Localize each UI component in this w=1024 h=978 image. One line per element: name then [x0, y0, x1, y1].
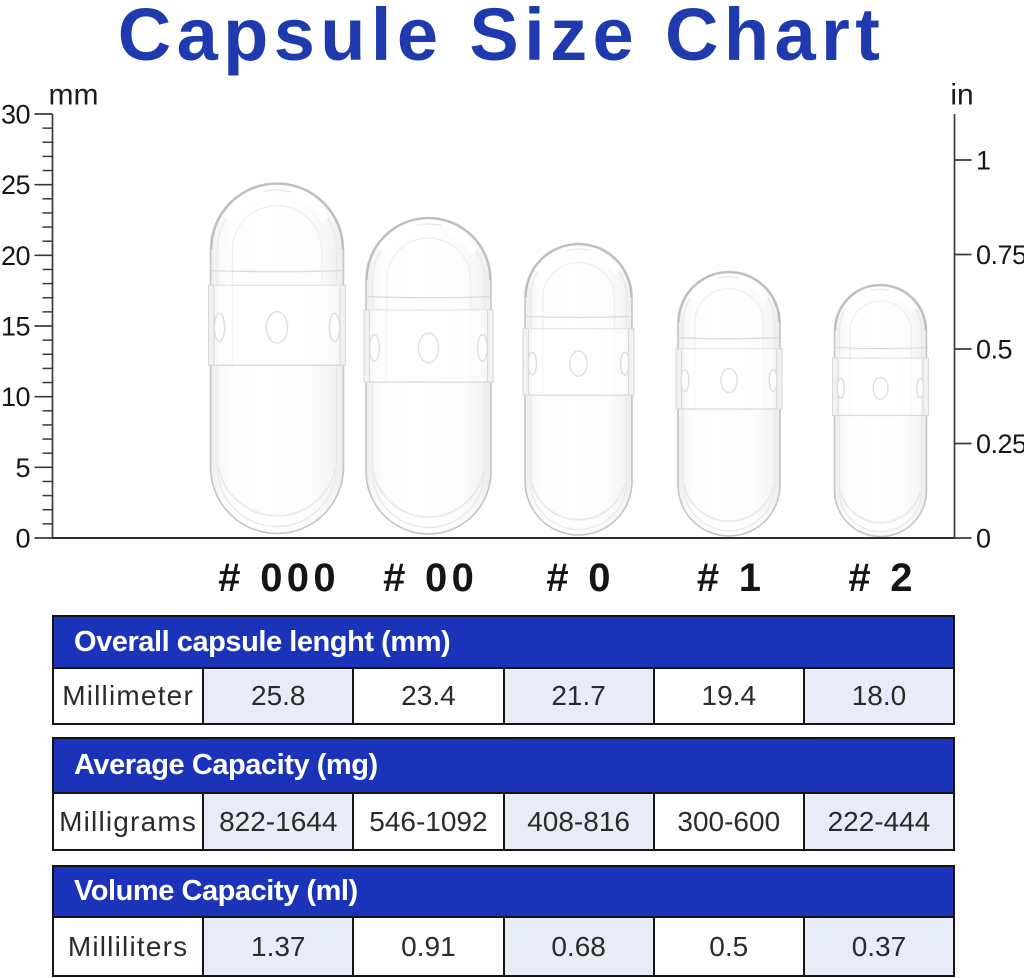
- svg-text:10: 10: [1, 382, 30, 412]
- svg-text:# 1: # 1: [697, 556, 766, 600]
- svg-text:# 2: # 2: [848, 556, 917, 600]
- svg-text:in: in: [950, 79, 973, 112]
- svg-text:0.5: 0.5: [976, 335, 1012, 365]
- svg-text:15: 15: [1, 312, 30, 342]
- svg-text:0.75: 0.75: [976, 240, 1024, 270]
- svg-text:0: 0: [976, 524, 991, 554]
- svg-text:0.25: 0.25: [976, 429, 1024, 459]
- svg-text:25: 25: [1, 170, 30, 200]
- svg-text:1: 1: [976, 146, 991, 176]
- svg-text:# 00: # 00: [383, 556, 478, 600]
- svg-text:5: 5: [15, 453, 30, 483]
- svg-text:mm: mm: [49, 79, 99, 112]
- svg-text:30: 30: [1, 100, 30, 130]
- svg-text:# 0: # 0: [546, 556, 615, 600]
- svg-text:0: 0: [15, 524, 30, 554]
- svg-text:20: 20: [1, 241, 30, 271]
- svg-text:# 000: # 000: [218, 556, 340, 600]
